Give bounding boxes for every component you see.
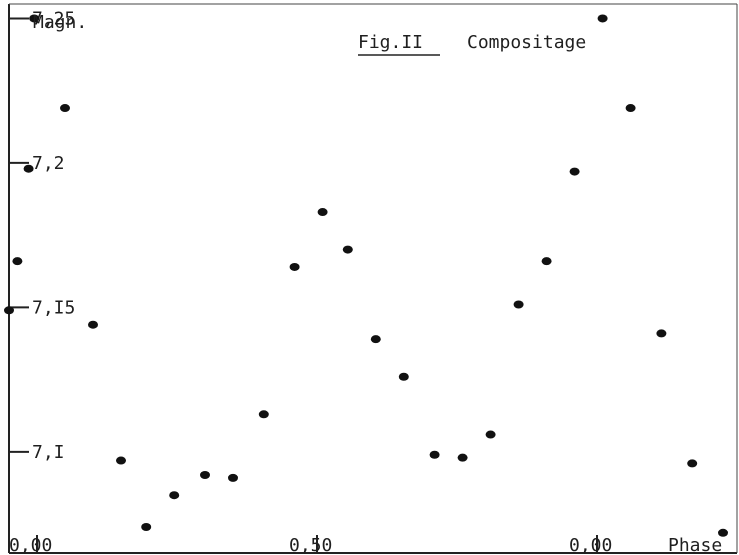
data-point bbox=[12, 257, 23, 266]
point-layer bbox=[4, 14, 728, 537]
figure-label: Fig.II bbox=[358, 32, 423, 53]
data-point bbox=[513, 300, 524, 309]
y-tick-label: 7,I5 bbox=[32, 297, 75, 318]
data-point bbox=[457, 453, 468, 462]
y-tick-label: 7,25 bbox=[32, 8, 75, 29]
data-point bbox=[228, 473, 238, 482]
data-point bbox=[541, 257, 552, 266]
data-point bbox=[485, 430, 496, 439]
data-point bbox=[342, 245, 353, 254]
data-point bbox=[317, 208, 328, 217]
tick-layer: 7,I 7,I5 7,2 7,25 0,00 0,50 0,00 bbox=[9, 8, 612, 555]
data-point bbox=[289, 262, 300, 271]
data-point bbox=[687, 459, 698, 468]
x-tick-label: 0,50 bbox=[289, 535, 332, 555]
axes-layer bbox=[8, 3, 738, 554]
data-point bbox=[429, 450, 440, 459]
data-point bbox=[597, 14, 608, 23]
data-point bbox=[169, 491, 180, 500]
data-point bbox=[656, 329, 667, 338]
data-point bbox=[116, 456, 126, 465]
data-point bbox=[23, 164, 34, 173]
data-point bbox=[29, 14, 40, 23]
data-point bbox=[88, 320, 98, 329]
chart-title: Compositage bbox=[467, 32, 586, 53]
y-tick-label: 7,I bbox=[32, 442, 65, 463]
data-point bbox=[370, 335, 381, 344]
data-point bbox=[200, 470, 210, 479]
data-point bbox=[258, 410, 269, 419]
x-tick-label: 0,00 bbox=[569, 535, 612, 555]
data-point bbox=[398, 372, 409, 381]
y-tick-label: 7,2 bbox=[32, 153, 65, 174]
data-point bbox=[718, 528, 728, 537]
data-point bbox=[60, 104, 70, 113]
data-point bbox=[141, 522, 152, 531]
data-point bbox=[4, 306, 14, 315]
x-axis-label: Phase bbox=[668, 535, 722, 555]
data-point bbox=[625, 104, 636, 113]
data-point bbox=[569, 167, 580, 176]
x-tick-label: 0,00 bbox=[9, 535, 52, 555]
y-axis-label: Magn. bbox=[33, 12, 87, 33]
